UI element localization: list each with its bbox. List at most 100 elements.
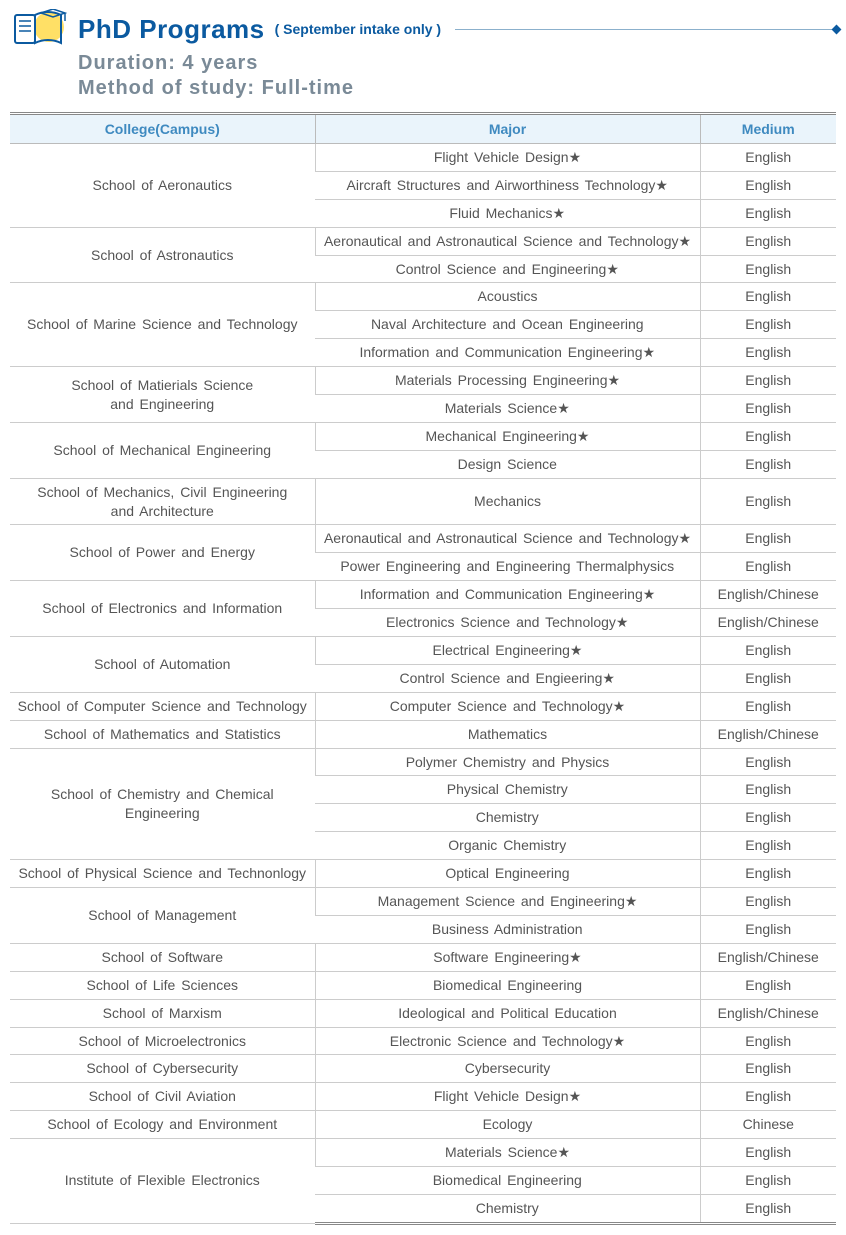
college-cell: School of Physical Science and Technonlo… [10, 860, 315, 888]
major-cell: Electrical Engineering★ [315, 637, 700, 665]
college-cell: School of Computer Science and Technolog… [10, 692, 315, 720]
major-cell: Control Science and Engieering★ [315, 664, 700, 692]
medium-cell: English [700, 692, 836, 720]
medium-cell: English/Chinese [700, 581, 836, 609]
major-cell: Power Engineering and Engineering Therma… [315, 553, 700, 581]
college-cell: School of Cybersecurity [10, 1055, 315, 1083]
table-row: School of Civil AviationFlight Vehicle D… [10, 1083, 836, 1111]
medium-cell: English [700, 860, 836, 888]
major-cell: Mathematics [315, 720, 700, 748]
major-cell: Materials Science★ [315, 395, 700, 423]
medium-cell: English [700, 1194, 836, 1223]
college-cell: School of Civil Aviation [10, 1083, 315, 1111]
table-row: School of AutomationElectrical Engineeri… [10, 637, 836, 665]
major-cell: Cybersecurity [315, 1055, 700, 1083]
college-cell: School of Mechanics, Civil Engineeringan… [10, 478, 315, 525]
medium-cell: English [700, 971, 836, 999]
major-cell: Ideological and Political Education [315, 999, 700, 1027]
medium-cell: English [700, 450, 836, 478]
medium-cell: English [700, 776, 836, 804]
major-cell: Chemistry [315, 1194, 700, 1223]
major-cell: Polymer Chemistry and Physics [315, 748, 700, 776]
table-row: School of SoftwareSoftware Engineering★E… [10, 943, 836, 971]
medium-cell: English [700, 144, 836, 172]
medium-cell: English [700, 1083, 836, 1111]
major-cell: Materials Processing Engineering★ [315, 367, 700, 395]
table-row: School of Physical Science and Technonlo… [10, 860, 836, 888]
major-cell: Computer Science and Technology★ [315, 692, 700, 720]
major-cell: Electronic Science and Technology★ [315, 1027, 700, 1055]
major-cell: Biomedical Engineering [315, 971, 700, 999]
medium-cell: English [700, 255, 836, 283]
major-cell: Materials Science★ [315, 1139, 700, 1167]
duration-text: Duration: 4 years [78, 52, 836, 75]
method-text: Method of study: Full-time [78, 77, 836, 100]
medium-cell: English [700, 311, 836, 339]
major-cell: Mechanical Engineering★ [315, 422, 700, 450]
medium-cell: English [700, 422, 836, 450]
college-cell: School of Marxism [10, 999, 315, 1027]
medium-cell: English [700, 748, 836, 776]
college-cell: School of Astronautics [10, 227, 315, 283]
col-header-college: College(Campus) [10, 114, 315, 144]
college-cell: School of Mechanical Engineering [10, 422, 315, 478]
college-cell: School of Marine Science and Technology [10, 283, 315, 367]
medium-cell: English [700, 367, 836, 395]
table-row: School of AeronauticsFlight Vehicle Desi… [10, 144, 836, 172]
major-cell: Ecology [315, 1111, 700, 1139]
medium-cell: English [700, 915, 836, 943]
college-cell: School of Mathematics and Statistics [10, 720, 315, 748]
medium-cell: English [700, 888, 836, 916]
medium-cell: English [700, 804, 836, 832]
title-divider [455, 29, 836, 30]
medium-cell: English/Chinese [700, 720, 836, 748]
table-row: Institute of Flexible ElectronicsMateria… [10, 1139, 836, 1167]
major-cell: Mechanics [315, 478, 700, 525]
major-cell: Flight Vehicle Design★ [315, 1083, 700, 1111]
major-cell: Physical Chemistry [315, 776, 700, 804]
major-cell: Chemistry [315, 804, 700, 832]
major-cell: Aircraft Structures and Airworthiness Te… [315, 171, 700, 199]
table-row: School of Life SciencesBiomedical Engine… [10, 971, 836, 999]
major-cell: Optical Engineering [315, 860, 700, 888]
major-cell: Organic Chemistry [315, 832, 700, 860]
college-cell: Institute of Flexible Electronics [10, 1139, 315, 1224]
college-cell: School of Ecology and Environment [10, 1111, 315, 1139]
medium-cell: English [700, 283, 836, 311]
medium-cell: English [700, 1027, 836, 1055]
major-cell: Biomedical Engineering [315, 1166, 700, 1194]
major-cell: Flight Vehicle Design★ [315, 144, 700, 172]
medium-cell: English/Chinese [700, 999, 836, 1027]
table-row: School of MarxismIdeological and Politic… [10, 999, 836, 1027]
table-row: School of ManagementManagement Science a… [10, 888, 836, 916]
college-cell: School of Matierials Scienceand Engineer… [10, 367, 315, 423]
major-cell: Naval Architecture and Ocean Engineering [315, 311, 700, 339]
table-row: School of Mathematics and StatisticsMath… [10, 720, 836, 748]
table-row: School of Computer Science and Technolog… [10, 692, 836, 720]
medium-cell: English [700, 525, 836, 553]
college-cell: School of Electronics and Information [10, 581, 315, 637]
major-cell: Electronics Science and Technology★ [315, 609, 700, 637]
medium-cell: English [700, 637, 836, 665]
header-block: PhD Programs ( September intake only ) D… [0, 0, 846, 112]
major-cell: Fluid Mechanics★ [315, 199, 700, 227]
major-cell: Aeronautical and Astronautical Science a… [315, 227, 700, 255]
table-row: School of Matierials Scienceand Engineer… [10, 367, 836, 395]
table-row: School of Mechanics, Civil Engineeringan… [10, 478, 836, 525]
major-cell: Information and Communication Engineerin… [315, 339, 700, 367]
medium-cell: English [700, 199, 836, 227]
table-row: School of Marine Science and TechnologyA… [10, 283, 836, 311]
major-cell: Software Engineering★ [315, 943, 700, 971]
college-cell: School of Management [10, 888, 315, 944]
table-row: School of Electronics and InformationInf… [10, 581, 836, 609]
col-header-major: Major [315, 114, 700, 144]
medium-cell: English [700, 1055, 836, 1083]
table-row: School of Mechanical EngineeringMechanic… [10, 422, 836, 450]
college-cell: School of Power and Energy [10, 525, 315, 581]
table-row: School of MicroelectronicsElectronic Sci… [10, 1027, 836, 1055]
medium-cell: English/Chinese [700, 943, 836, 971]
table-row: School of AstronauticsAeronautical and A… [10, 227, 836, 255]
medium-cell: English [700, 832, 836, 860]
medium-cell: English [700, 553, 836, 581]
medium-cell: Chinese [700, 1111, 836, 1139]
